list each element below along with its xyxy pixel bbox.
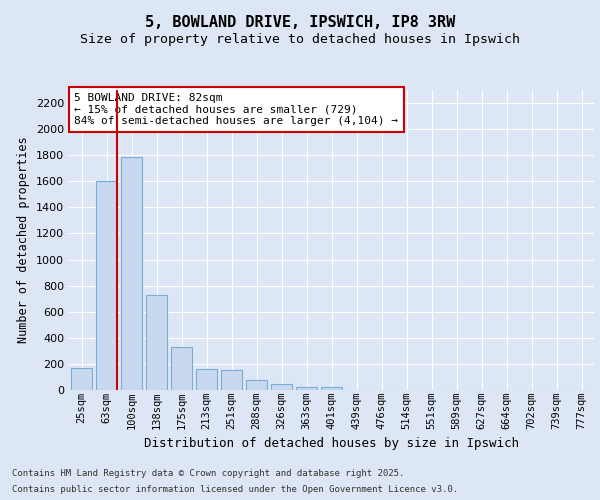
Bar [296, 386, 317, 390]
Bar [96, 182, 117, 390]
Text: Contains HM Land Registry data © Crown copyright and database right 2025.: Contains HM Land Registry data © Crown c… [12, 468, 404, 477]
Y-axis label: Number of detached properties: Number of detached properties [17, 136, 31, 344]
Bar [71, 368, 92, 390]
X-axis label: Distribution of detached houses by size in Ipswich: Distribution of detached houses by size … [144, 437, 519, 450]
Text: 5, BOWLAND DRIVE, IPSWICH, IP8 3RW: 5, BOWLAND DRIVE, IPSWICH, IP8 3RW [145, 15, 455, 30]
Bar [171, 347, 192, 390]
Bar [146, 296, 167, 390]
Text: Contains public sector information licensed under the Open Government Licence v3: Contains public sector information licen… [12, 485, 458, 494]
Text: Size of property relative to detached houses in Ipswich: Size of property relative to detached ho… [80, 32, 520, 46]
Text: 5 BOWLAND DRIVE: 82sqm
← 15% of detached houses are smaller (729)
84% of semi-de: 5 BOWLAND DRIVE: 82sqm ← 15% of detached… [74, 93, 398, 126]
Bar [221, 370, 242, 390]
Bar [321, 388, 342, 390]
Bar [196, 369, 217, 390]
Bar [121, 156, 142, 390]
Bar [246, 380, 267, 390]
Bar [271, 384, 292, 390]
